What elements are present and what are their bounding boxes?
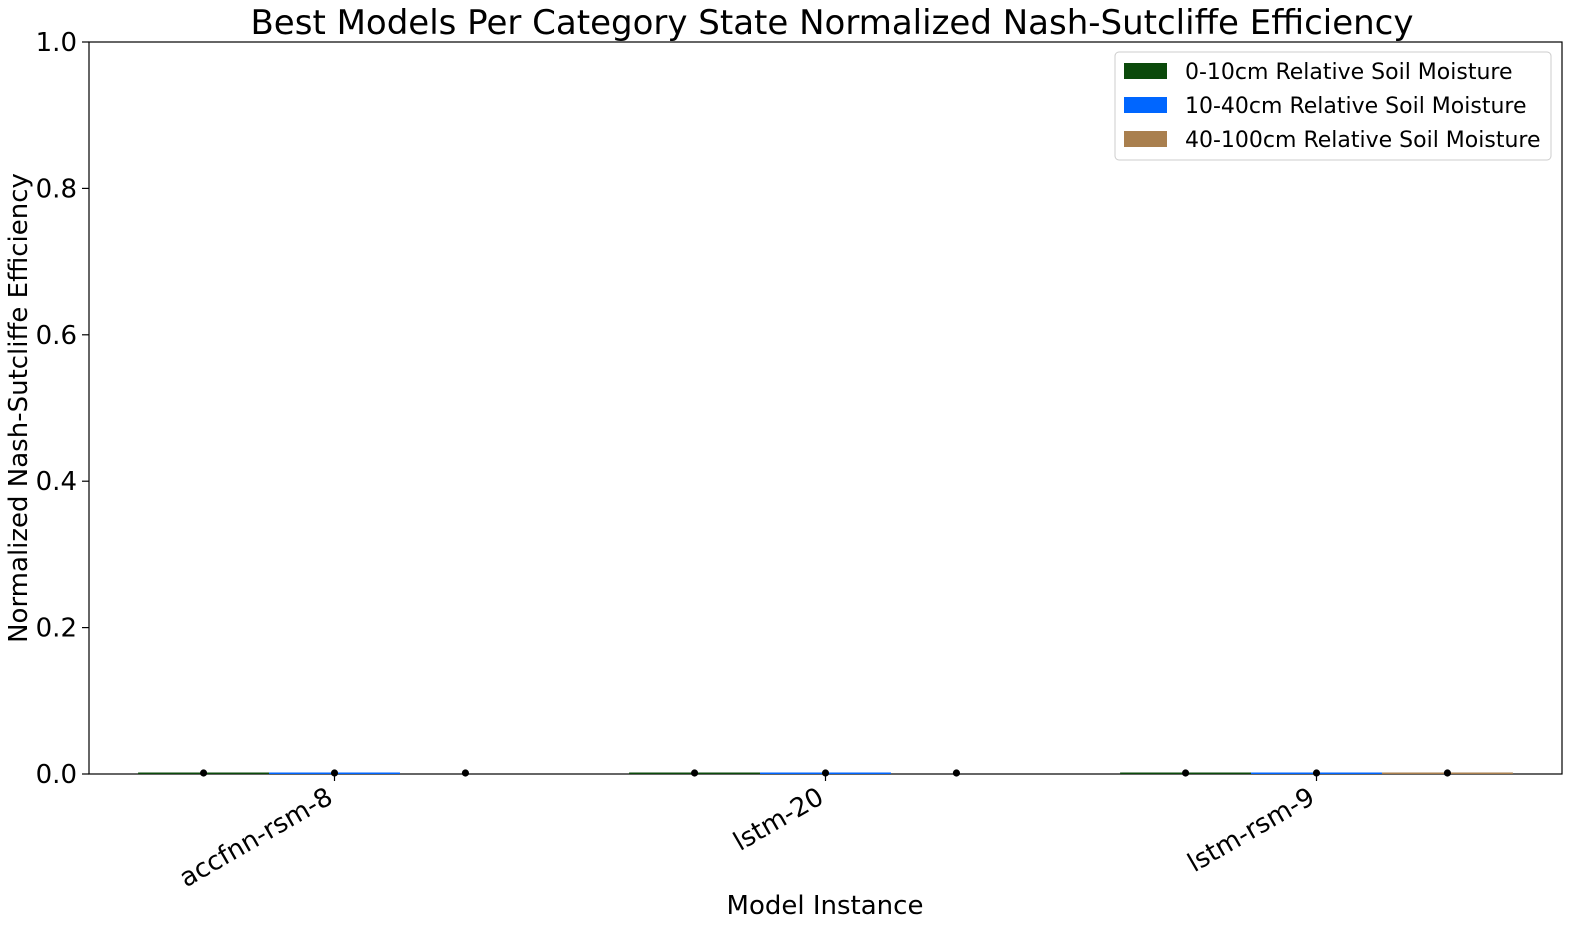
legend-label-1: 10-40cm Relative Soil Moisture — [1185, 94, 1526, 119]
legend-frame — [1114, 51, 1552, 161]
x-tick-label: lstm-20 — [728, 782, 829, 857]
y-axis-label: Normalized Nash-Sutcliffe Efficiency — [4, 173, 34, 643]
legend-label-0: 0-10cm Relative Soil Moisture — [1185, 60, 1513, 85]
x-axis: accfnn-rsm-8 lstm-20 lstm-rsm-9 — [174, 774, 1320, 894]
error-marker-lstm-20-series-0 — [690, 769, 699, 777]
error-marker-accfnn-rsm-8-series-0 — [199, 769, 208, 777]
legend-swatch-1 — [1124, 97, 1167, 113]
error-marker-lstm-rsm-9-series-1 — [1312, 769, 1321, 777]
legend-swatch-0 — [1124, 63, 1167, 79]
error-marker-lstm-rsm-9-series-2 — [1443, 769, 1452, 777]
y-tick-label: 0.6 — [36, 321, 77, 351]
y-axis: 0.0 0.2 0.4 0.6 0.8 1.0 — [36, 28, 89, 790]
y-tick-label: 0.2 — [36, 614, 77, 644]
error-marker-accfnn-rsm-8-series-1 — [330, 769, 339, 777]
error-marker-lstm-rsm-9-series-0 — [1181, 769, 1190, 777]
y-tick-label: 0.4 — [36, 467, 77, 497]
error-marker-accfnn-rsm-8-series-2 — [461, 769, 470, 777]
error-marker-lstm-20-series-2 — [952, 769, 961, 777]
x-tick-label: accfnn-rsm-8 — [174, 782, 338, 894]
legend-swatch-2 — [1124, 131, 1167, 147]
y-tick-label: 1.0 — [36, 28, 77, 58]
error-marker-lstm-20-series-1 — [821, 769, 830, 777]
chart-title: Best Models Per Category State Normalize… — [250, 3, 1413, 43]
x-tick-label: lstm-rsm-9 — [1183, 782, 1320, 879]
legend-label-2: 40-100cm Relative Soil Moisture — [1185, 128, 1540, 153]
y-tick-label: 0.0 — [36, 760, 77, 790]
x-axis-label: Model Instance — [727, 891, 924, 921]
legend: 0-10cm Relative Soil Moisture 10-40cm Rel… — [1114, 51, 1552, 161]
error-markers-group — [199, 769, 1452, 777]
y-tick-label: 0.8 — [36, 174, 77, 204]
